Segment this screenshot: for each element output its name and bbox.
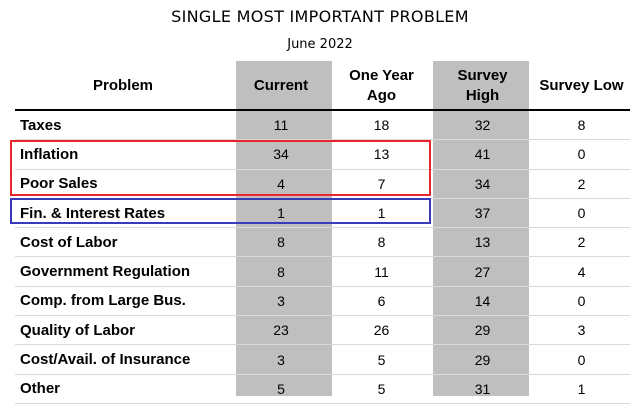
table-row: Fin. & Interest Rates 1 1 37 0 — [15, 198, 630, 228]
highlight-box-red — [10, 140, 431, 196]
problem-cell: Other — [20, 380, 61, 398]
problem-cell: Cost/Avail. of Insurance — [20, 351, 191, 369]
survey-low-cell: 2 — [577, 175, 586, 192]
year-ago-cell: 26 — [373, 322, 390, 339]
problem-cell: Inflation — [20, 145, 79, 163]
survey-low-cell: 0 — [577, 351, 586, 368]
survey-high-column-shading — [433, 61, 529, 396]
current-cell: 8 — [277, 234, 285, 251]
current-cell: 11 — [273, 117, 289, 134]
problem-cell: Taxes — [20, 116, 62, 134]
survey-high-cell: 31 — [474, 380, 491, 397]
year-ago-cell: 1 — [377, 205, 386, 222]
survey-high-cell: 27 — [474, 263, 491, 280]
survey-low-cell: 4 — [577, 263, 586, 280]
problem-table: Problem Current One Year Ago Survey High… — [15, 62, 630, 404]
current-column-shading — [236, 61, 332, 396]
current-cell: 3 — [277, 351, 285, 368]
header-survey-high: Survey High — [432, 62, 533, 111]
problem-cell: Quality of Labor — [20, 321, 136, 339]
year-ago-cell: 18 — [373, 117, 390, 134]
table-row: Other 5 5 31 1 — [15, 374, 630, 404]
table-row: Cost of Labor 8 8 13 2 — [15, 228, 630, 257]
survey-low-cell: 3 — [577, 322, 586, 339]
problem-cell: Cost of Labor — [20, 233, 118, 251]
problem-cell: Government Regulation — [20, 263, 191, 281]
table-row: Inflation 34 13 41 0 — [15, 140, 630, 170]
current-cell: 34 — [273, 146, 289, 163]
year-ago-cell: 11 — [374, 263, 389, 280]
survey-low-cell: 1 — [577, 380, 586, 397]
survey-high-cell: 37 — [474, 205, 491, 222]
survey-low-cell: 8 — [577, 117, 586, 134]
header-one-year-ago: One Year Ago — [331, 62, 432, 111]
table-row: Government Regulation 8 11 27 4 — [15, 257, 630, 287]
current-cell: 1 — [277, 205, 285, 222]
table-row: Cost/Avail. of Insurance 3 5 29 0 — [15, 345, 630, 375]
survey-high-cell: 29 — [474, 351, 491, 368]
problem-cell: Comp. from Large Bus. — [20, 292, 186, 310]
current-cell: 3 — [277, 292, 285, 309]
survey-high-cell: 34 — [474, 175, 491, 192]
year-ago-cell: 6 — [377, 292, 386, 309]
header-one-year-ago-label: One Year Ago — [349, 66, 414, 104]
header-problem: Problem — [15, 62, 231, 111]
table-row: Quality of Labor 23 26 29 3 — [15, 316, 630, 345]
chart-subtitle: June 2022 — [287, 37, 353, 52]
year-ago-cell: 5 — [377, 380, 386, 397]
chart-title: SINGLE MOST IMPORTANT PROBLEM — [171, 7, 469, 26]
table-row: Taxes 11 18 32 8 — [15, 110, 630, 140]
year-ago-cell: 13 — [373, 146, 390, 163]
header-survey-low: Survey Low — [533, 62, 630, 111]
current-cell: 5 — [277, 380, 285, 397]
survey-high-cell: 14 — [474, 292, 491, 309]
survey-low-cell: 0 — [577, 292, 586, 309]
survey-low-cell: 2 — [577, 234, 586, 251]
table-row: Poor Sales 4 7 34 2 — [15, 169, 630, 199]
problem-cell: Fin. & Interest Rates — [20, 204, 166, 222]
survey-high-cell: 41 — [474, 146, 491, 163]
current-cell: 4 — [277, 175, 285, 192]
header-survey-high-label: Survey High — [457, 66, 508, 104]
survey-high-cell: 32 — [474, 117, 491, 134]
table-row: Comp. from Large Bus. 3 6 14 0 — [15, 286, 630, 316]
survey-high-cell: 29 — [474, 322, 491, 339]
problem-cell: Poor Sales — [20, 175, 98, 193]
table-body: Taxes 11 18 32 8 Inflation 34 13 41 0 Poor Sales 4 7… — [15, 110, 630, 404]
current-cell: 8 — [277, 263, 285, 280]
year-ago-cell: 5 — [377, 351, 386, 368]
year-ago-cell: 8 — [377, 234, 386, 251]
table-header-row: Problem Current One Year Ago Survey High… — [15, 62, 630, 111]
survey-low-cell: 0 — [577, 146, 586, 163]
year-ago-cell: 7 — [377, 175, 386, 192]
current-cell: 23 — [273, 322, 289, 339]
survey-low-cell: 0 — [577, 205, 586, 222]
header-current: Current — [231, 62, 331, 111]
survey-high-cell: 13 — [474, 234, 491, 251]
highlight-box-blue — [10, 198, 431, 224]
